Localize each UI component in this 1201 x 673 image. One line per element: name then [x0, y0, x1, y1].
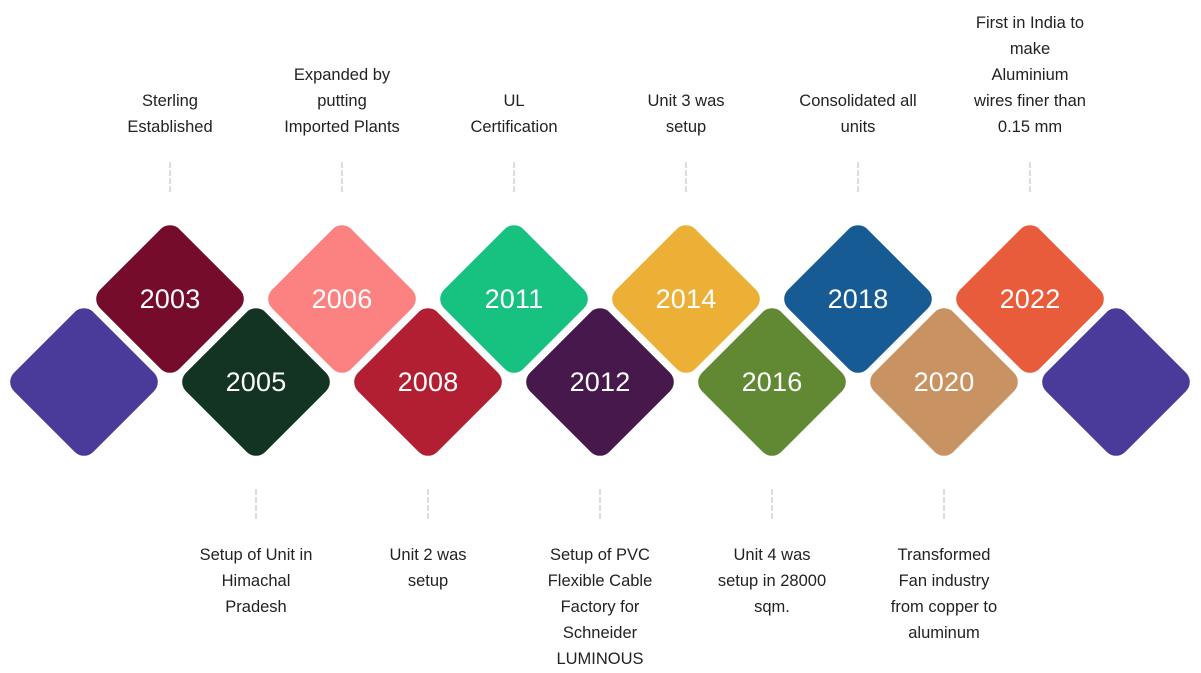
- milestone-caption-2014: Unit 3 was setup: [647, 92, 725, 136]
- milestone-caption-2008: Unit 2 was setup: [389, 546, 467, 590]
- milestone-year-2012: 2012: [569, 367, 631, 397]
- milestone-caption-2022: First in India to make Aluminium wires fine…: [974, 14, 1086, 136]
- milestone-caption-2006: Expanded by putting Imported Plants: [284, 66, 400, 136]
- milestone-connector: [943, 489, 945, 519]
- milestone-year-2005: 2005: [225, 367, 287, 397]
- milestone-connector: [341, 162, 343, 192]
- milestone-connector: [599, 489, 601, 519]
- milestone-connector: [1029, 162, 1031, 192]
- milestone-connector: [513, 162, 515, 192]
- milestone-year-2011: 2011: [484, 284, 544, 314]
- milestone-connector: [255, 489, 257, 519]
- milestone-year-2018: 2018: [827, 284, 889, 314]
- milestone-caption-2003: Sterling Established: [127, 92, 213, 136]
- milestone-caption-2018: Consolidated all units: [799, 92, 917, 136]
- milestone-connector: [685, 162, 687, 192]
- milestone-year-2022: 2022: [999, 284, 1061, 314]
- milestone-connector: [857, 162, 859, 192]
- milestone-connector: [427, 489, 429, 519]
- milestone-connector: [771, 489, 773, 519]
- milestone-year-2008: 2008: [397, 367, 459, 397]
- milestone-year-2003: 2003: [139, 284, 201, 314]
- milestone-caption-2011: UL Certification: [470, 92, 558, 136]
- milestone-caption-2020: Transformed Fan industry from copper to alu…: [890, 546, 998, 642]
- milestone-year-2006: 2006: [311, 284, 373, 314]
- milestone-year-2020: 2020: [913, 367, 975, 397]
- milestone-year-2016: 2016: [741, 367, 803, 397]
- milestone-caption-2016: Unit 4 was setup in 28000 sqm.: [717, 546, 827, 616]
- milestone-caption-2012: Setup of PVC Flexible Cable Factory for Sch…: [547, 546, 653, 668]
- milestone-caption-2005: Setup of Unit in Himachal Pradesh: [199, 546, 313, 616]
- milestone-year-2014: 2014: [655, 284, 717, 314]
- milestone-connector: [169, 162, 171, 192]
